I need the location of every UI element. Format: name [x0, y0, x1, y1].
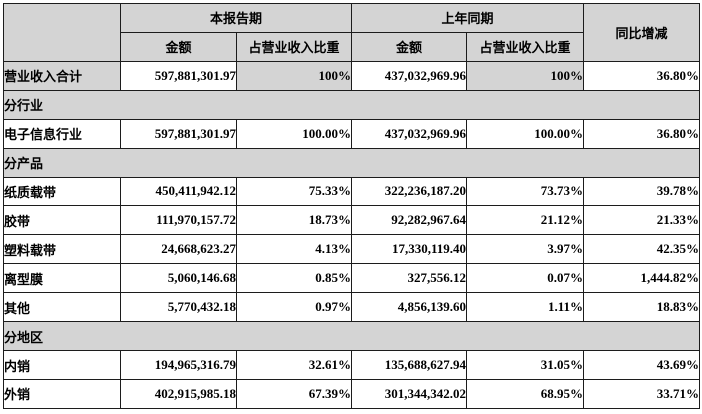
prior-amount-cell: 327,556.12: [351, 263, 468, 294]
current-ratio-cell: 67.39%: [235, 378, 353, 410]
prior-ratio-header: 占营业收入比重: [466, 31, 585, 62]
section-header-label: 分行业: [2, 89, 701, 120]
yoy-change-cell: 1,444.82%: [583, 263, 701, 294]
prior-amount-cell: 437,032,969.96: [351, 118, 468, 149]
current-ratio-cell: 100.00%: [235, 118, 353, 149]
table-row-plastic-carrier-tape: 塑料载带 24,668,623.27 4.13% 17,330,119.40 3…: [3, 234, 701, 265]
yoy-change-cell: 36.80%: [583, 60, 701, 91]
current-ratio-cell: 32.61%: [235, 350, 353, 380]
prior-amount-cell: 301,344,342.02: [351, 378, 468, 410]
prior-ratio-cell: 0.07%: [466, 263, 585, 294]
current-ratio-cell: 0.97%: [235, 292, 353, 323]
current-amount-cell: 597,881,301.97: [120, 60, 237, 91]
row-label: 电子信息行业: [3, 118, 121, 149]
current-amount-cell: 5,060,146.68: [120, 263, 237, 294]
current-amount-cell: 5,770,432.18: [120, 292, 237, 323]
current-amount-cell: 597,881,301.97: [120, 118, 237, 149]
current-ratio-cell: 18.73%: [235, 205, 353, 236]
current-amount-cell: 402,915,985.18: [120, 378, 237, 410]
prior-amount-cell: 437,032,969.96: [351, 60, 468, 91]
current-period-group-header: 本报告期: [119, 3, 353, 33]
prior-ratio-cell: 100.00%: [466, 118, 585, 149]
table-row-paper-carrier-tape: 纸质载带 450,411,942.12 75.33% 322,236,187.2…: [3, 176, 701, 207]
prior-ratio-cell: 1.11%: [466, 292, 585, 323]
yoy-change-header: 同比增减: [583, 3, 701, 62]
yoy-change-cell: 36.80%: [583, 118, 701, 149]
prior-ratio-cell: 3.97%: [466, 234, 585, 265]
current-ratio-header: 占营业收入比重: [235, 31, 353, 62]
yoy-change-cell: 43.69%: [583, 350, 701, 380]
current-ratio-cell: 0.85%: [235, 263, 353, 294]
corner-blank-cell: [3, 3, 121, 62]
prior-amount-cell: 4,856,139.60: [351, 292, 468, 323]
prior-amount-header: 金额: [351, 31, 468, 62]
current-amount-header: 金额: [120, 31, 237, 62]
row-label: 塑料载带: [3, 234, 121, 265]
row-label: 离型膜: [3, 263, 121, 294]
revenue-breakdown-table: 本报告期 上年同期 同比增减 金额 占营业收入比重 金额 占营业收入比重 营业收…: [2, 3, 701, 410]
section-row-by-industry: 分行业: [2, 89, 701, 120]
row-label: 其他: [3, 292, 121, 323]
yoy-change-cell: 42.35%: [583, 234, 701, 265]
prior-ratio-cell: 31.05%: [466, 350, 585, 380]
table-row-other: 其他 5,770,432.18 0.97% 4,856,139.60 1.11%…: [3, 292, 701, 323]
current-ratio-cell: 100%: [235, 60, 353, 91]
prior-amount-cell: 322,236,187.20: [351, 176, 468, 207]
header-row-subcolumns: 金额 占营业收入比重 金额 占营业收入比重: [4, 31, 700, 62]
header-row-groups: 本报告期 上年同期 同比增减: [3, 3, 701, 62]
prior-amount-cell: 17,330,119.40: [351, 234, 468, 265]
prior-ratio-cell: 68.95%: [466, 378, 585, 410]
current-ratio-cell: 4.13%: [235, 234, 353, 265]
row-label: 外销: [3, 378, 121, 410]
section-row-by-product: 分产品: [2, 147, 701, 178]
row-label: 营业收入合计: [3, 60, 121, 91]
table-row-export-sales: 外销 402,915,985.18 67.39% 301,344,342.02 …: [3, 378, 701, 410]
section-header-label: 分产品: [2, 147, 701, 178]
table-row-adhesive-tape: 胶带 111,970,157.72 18.73% 92,282,967.64 2…: [3, 205, 701, 236]
section-row-by-region: 分地区: [2, 321, 701, 352]
row-label: 纸质载带: [3, 176, 121, 207]
table-row-domestic-sales: 内销 194,965,316.79 32.61% 135,688,627.94 …: [3, 350, 701, 380]
yoy-change-cell: 21.33%: [583, 205, 701, 236]
yoy-change-cell: 33.71%: [583, 378, 701, 410]
yoy-change-cell: 18.83%: [583, 292, 701, 323]
table-row-electronic-info-industry: 电子信息行业 597,881,301.97 100.00% 437,032,96…: [3, 118, 701, 149]
prior-amount-cell: 92,282,967.64: [351, 205, 468, 236]
prior-ratio-cell: 100%: [466, 60, 585, 91]
prior-ratio-cell: 21.12%: [466, 205, 585, 236]
table-row-total-revenue: 营业收入合计 597,881,301.97 100% 437,032,969.9…: [3, 60, 701, 91]
section-header-label: 分地区: [2, 321, 701, 352]
prior-amount-cell: 135,688,627.94: [351, 350, 468, 380]
yoy-change-cell: 39.78%: [583, 176, 701, 207]
current-amount-cell: 194,965,316.79: [120, 350, 237, 380]
table-row-release-film: 离型膜 5,060,146.68 0.85% 327,556.12 0.07% …: [3, 263, 701, 294]
row-label: 胶带: [3, 205, 121, 236]
current-amount-cell: 111,970,157.72: [120, 205, 237, 236]
current-ratio-cell: 75.33%: [235, 176, 353, 207]
prior-ratio-cell: 73.73%: [466, 176, 585, 207]
prior-period-group-header: 上年同期: [351, 3, 585, 33]
row-label: 内销: [3, 350, 121, 380]
current-amount-cell: 450,411,942.12: [120, 176, 237, 207]
current-amount-cell: 24,668,623.27: [120, 234, 237, 265]
